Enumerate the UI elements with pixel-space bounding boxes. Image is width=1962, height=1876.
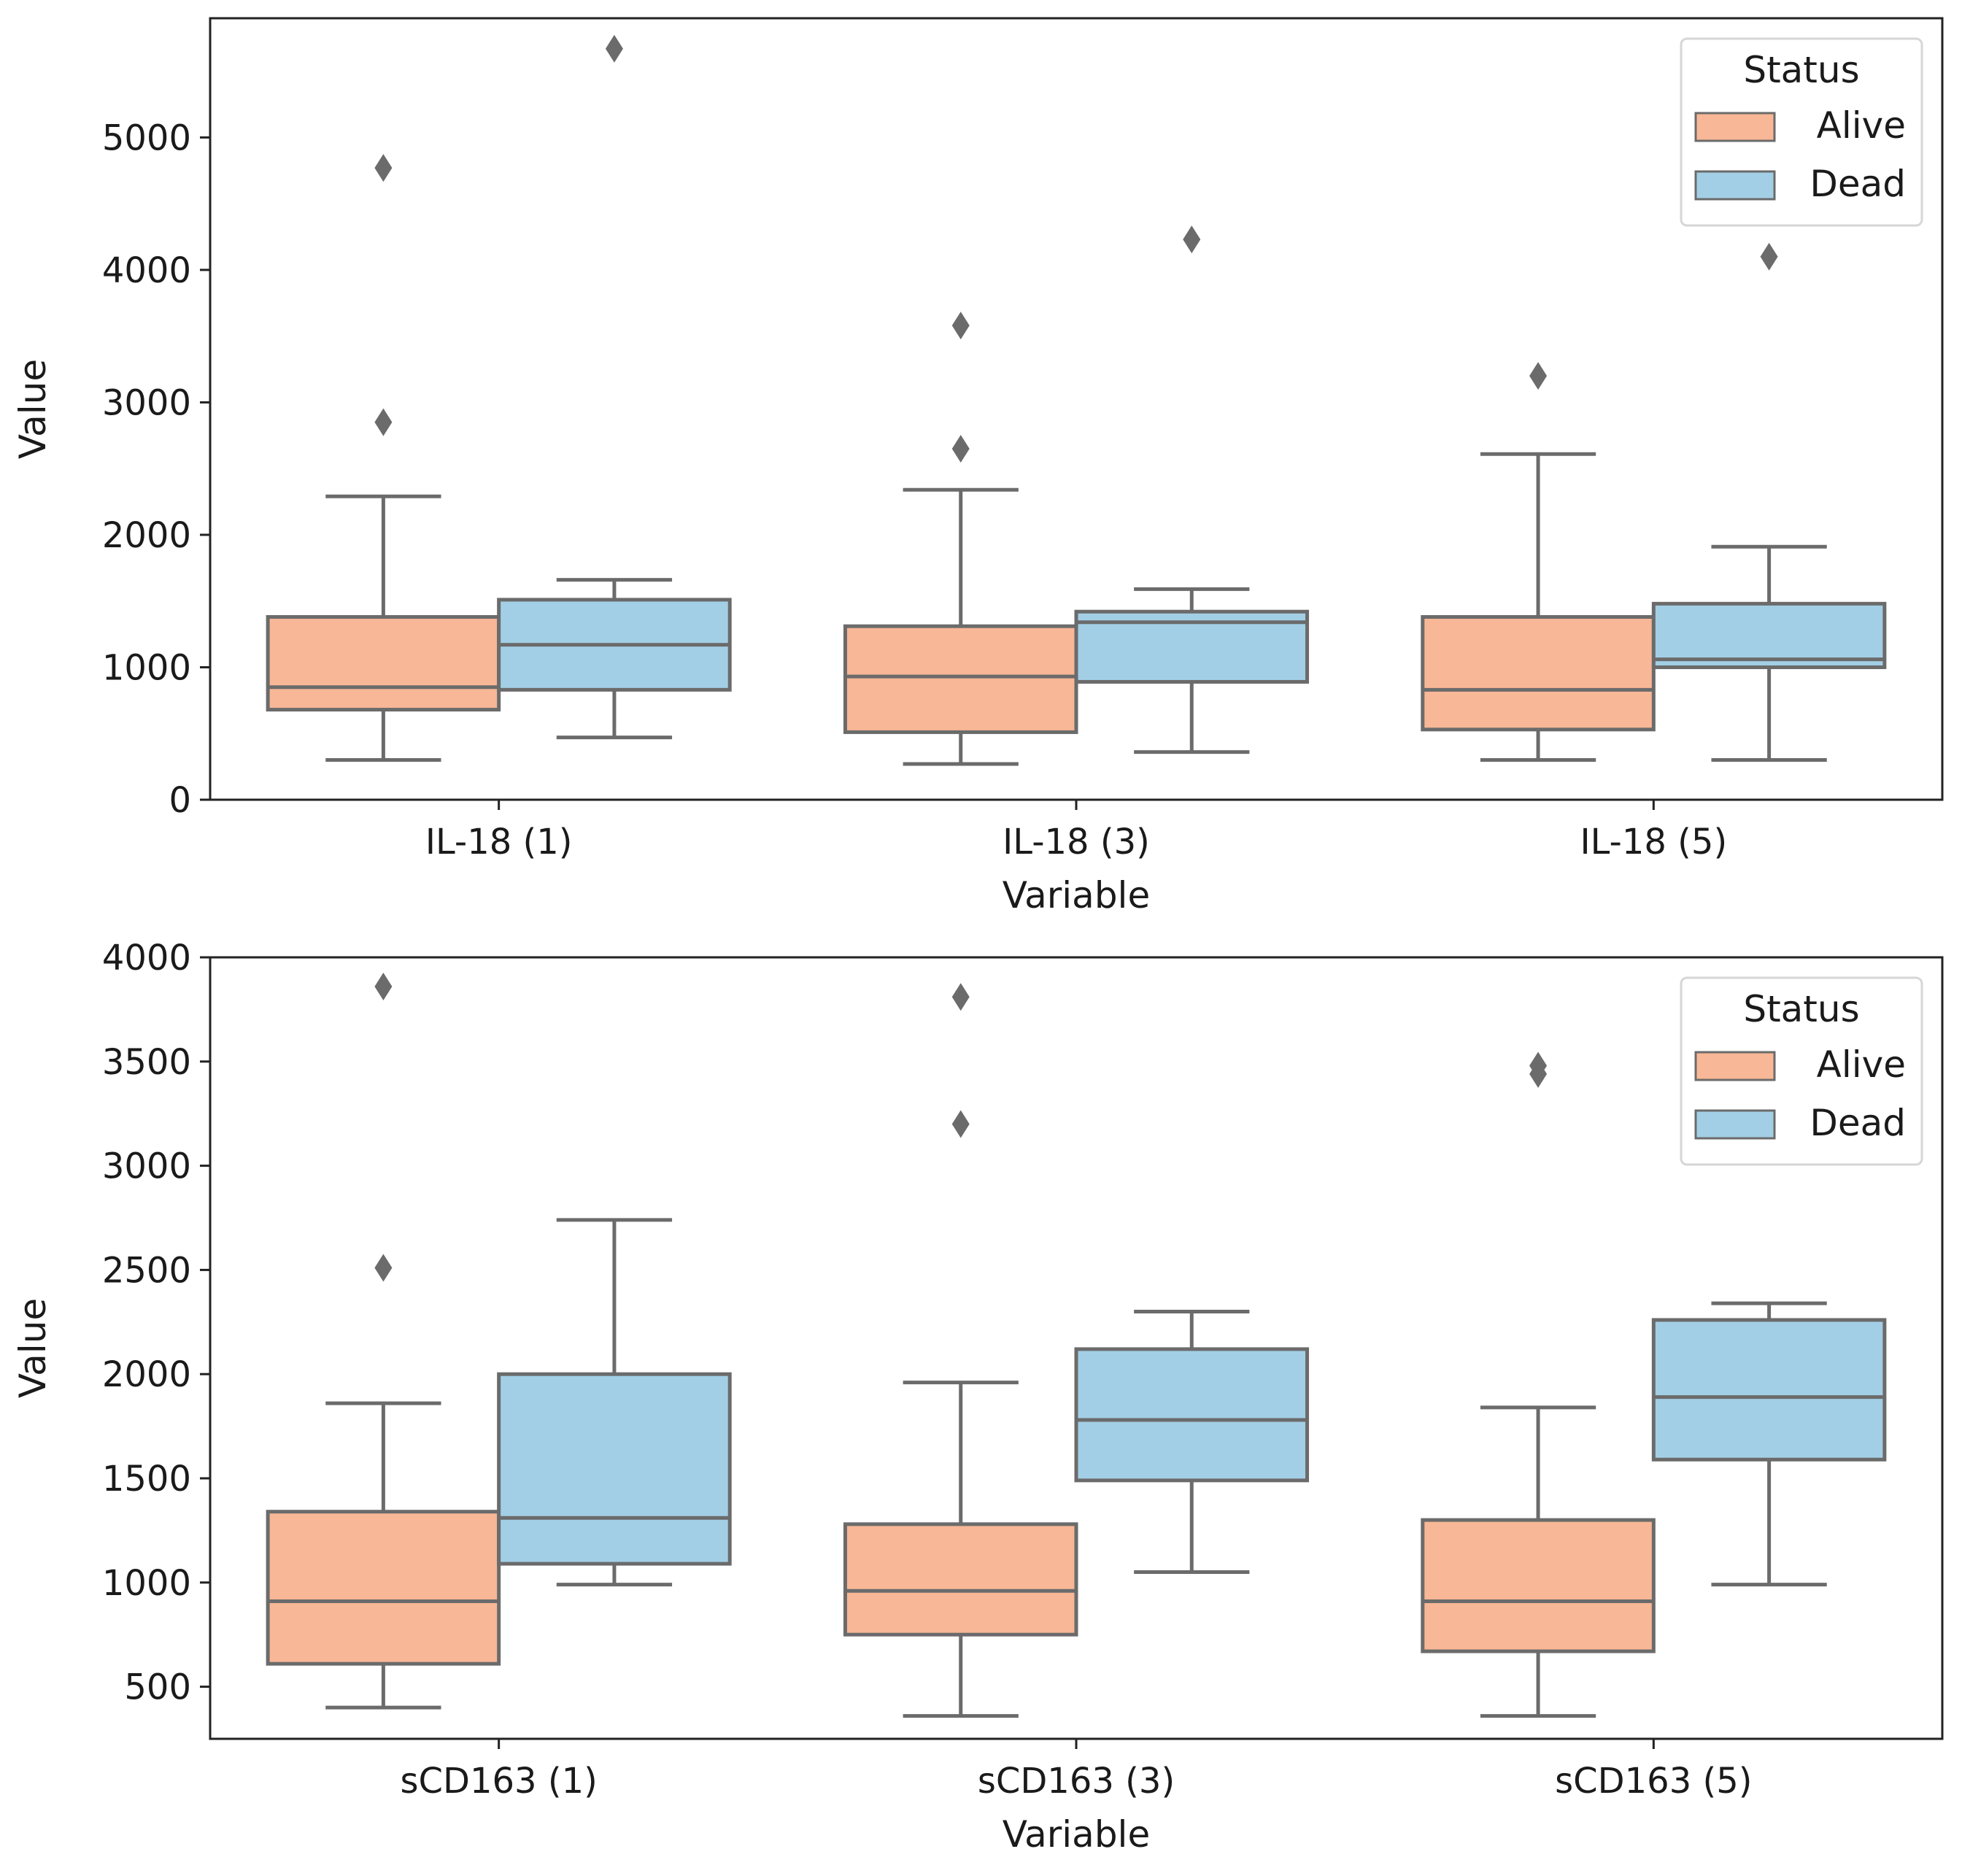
- plot-frame: [209, 956, 1944, 1740]
- box-dead-3: [1651, 242, 1887, 763]
- legend-swatch-dead: [1694, 170, 1776, 201]
- outlier-point: [951, 434, 970, 463]
- legend-title: Status: [1743, 988, 1859, 1030]
- legend-title: Status: [1743, 49, 1859, 91]
- outlier-point: [374, 408, 393, 436]
- box-body: [266, 1510, 501, 1666]
- outlier-point: [951, 312, 970, 340]
- box-body: [843, 1522, 1078, 1637]
- chart-panel-2: 500 1000 1500 2000 2500 3000 3500 4000 sCD163 (1…: [12, 938, 1944, 1856]
- legend: Status Alive Dead: [1680, 976, 1923, 1166]
- legend-label-alive: Alive: [1817, 1043, 1906, 1086]
- outlier-point: [1760, 242, 1778, 271]
- box-dead-2: [1074, 225, 1310, 754]
- legend-label-dead: Dead: [1810, 1102, 1906, 1144]
- box-body: [1421, 1518, 1656, 1653]
- box-alive-3: [1421, 1051, 1656, 1718]
- y-tick-label: 500: [124, 1667, 191, 1708]
- box-body: [843, 624, 1078, 734]
- legend-swatch-alive: [1694, 1051, 1776, 1081]
- y-axis-label: Value: [12, 359, 54, 459]
- x-tick-label: IL-18 (5): [1580, 822, 1727, 862]
- y-tick-label: 1000: [102, 1563, 191, 1604]
- y-tick-label: 1500: [102, 1459, 191, 1499]
- chart-panel-1: 0 1000 2000 3000 4000 5000 IL-18 (1) IL-18 (3) I…: [12, 17, 1944, 916]
- outlier-point: [374, 154, 393, 182]
- box-dead-2: [1074, 1310, 1310, 1575]
- box-alive-2: [843, 983, 1078, 1718]
- legend-label-alive: Alive: [1817, 104, 1906, 147]
- outlier-point: [1529, 362, 1548, 390]
- y-tick-label: 4000: [102, 938, 191, 978]
- legend: Status Alive Dead: [1680, 37, 1923, 227]
- outlier-point: [951, 983, 970, 1011]
- outlier-point: [374, 972, 393, 1000]
- box-body: [1651, 1318, 1887, 1462]
- box-body: [1074, 1347, 1310, 1483]
- box-body: [266, 614, 501, 712]
- y-tick-label: 2500: [102, 1250, 191, 1291]
- y-tick-label: 3000: [102, 1146, 191, 1187]
- x-tick-label: sCD163 (1): [400, 1761, 597, 1802]
- y-tick-label: 4000: [102, 250, 191, 291]
- box-dead-1: [497, 1218, 732, 1587]
- y-tick-label: 3000: [102, 382, 191, 423]
- box-alive-1: [266, 972, 501, 1710]
- legend-label-dead: Dead: [1810, 163, 1906, 205]
- y-tick-label: 1000: [102, 647, 191, 688]
- x-tick-label: sCD163 (5): [1555, 1761, 1752, 1802]
- outlier-point: [951, 1110, 970, 1138]
- outlier-point: [1529, 1051, 1548, 1080]
- plot-frame: [209, 17, 1944, 801]
- y-axis-label: Value: [12, 1298, 54, 1398]
- box-body: [1651, 601, 1887, 669]
- box-alive-3: [1421, 362, 1656, 763]
- outlier-point: [1183, 225, 1201, 254]
- box-body: [497, 1372, 732, 1566]
- outlier-point: [374, 1254, 393, 1282]
- x-tick-label: IL-18 (3): [1003, 822, 1150, 862]
- box-dead-3: [1651, 1301, 1887, 1587]
- y-tick-label: 5000: [102, 117, 191, 158]
- box-body: [1421, 614, 1656, 732]
- legend-swatch-alive: [1694, 112, 1776, 142]
- outlier-point: [605, 34, 623, 63]
- x-tick-label: sCD163 (3): [978, 1761, 1175, 1802]
- legend-swatch-dead: [1694, 1109, 1776, 1140]
- y-tick-label: 2000: [102, 1354, 191, 1395]
- box-dead-1: [497, 34, 732, 740]
- x-axis-label: Variable: [1003, 1813, 1150, 1856]
- x-axis-label: Variable: [1003, 874, 1150, 916]
- y-tick-label: 3500: [102, 1042, 191, 1083]
- y-tick-label: 0: [169, 780, 191, 821]
- y-tick-label: 2000: [102, 515, 191, 556]
- x-tick-label: IL-18 (1): [425, 822, 573, 862]
- box-alive-1: [266, 154, 501, 763]
- box-alive-2: [843, 312, 1078, 766]
